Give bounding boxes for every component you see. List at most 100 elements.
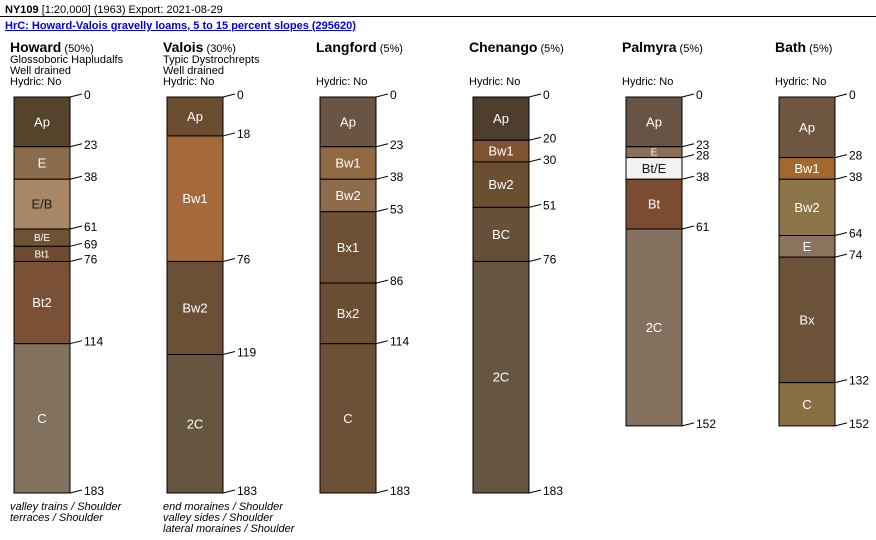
depth-tick-line: [222, 257, 236, 262]
depth-tick-label: 64: [849, 226, 863, 240]
depth-tick-label: 183: [390, 484, 410, 498]
depth-tick-label: 38: [696, 170, 710, 184]
depth-tick-line: [222, 132, 236, 137]
horizon-c: [319, 343, 377, 494]
horizon-bt: [625, 178, 683, 230]
horizon-2c: [166, 354, 224, 494]
component-title: Chenango (5%): [469, 39, 564, 55]
horizon-ap: [166, 96, 224, 137]
depth-tick-line: [69, 257, 83, 262]
depth-tick-label: 183: [237, 484, 257, 498]
depth-tick-label: 0: [696, 88, 703, 102]
depth-tick-label: 114: [390, 335, 409, 349]
depth-tick-label: 51: [543, 198, 557, 212]
component-title: Langford (5%): [316, 39, 403, 55]
drainage-label: Well drained: [163, 65, 224, 77]
depth-tick-line: [222, 351, 236, 355]
depth-tick-line: [528, 203, 542, 208]
horizon-label: C: [343, 411, 352, 426]
horizon-bw1: [319, 146, 377, 180]
depth-tick-label: 152: [696, 417, 716, 431]
horizon-label: Bw2: [488, 177, 513, 192]
depth-tick-line: [528, 93, 542, 98]
survey-code: NY109: [5, 4, 39, 16]
horizon-label: BC: [492, 227, 510, 242]
horizon-label: Bw1: [488, 144, 513, 159]
hydric-label: Hydric: No: [316, 76, 367, 88]
horizon-e: [13, 146, 71, 180]
depth-tick-label: 183: [84, 484, 104, 498]
depth-tick-line: [681, 225, 695, 230]
horizon-label: Bw1: [335, 156, 360, 171]
depth-tick-line: [222, 93, 236, 98]
depth-tick-line: [681, 93, 695, 98]
depth-tick-line: [69, 340, 83, 345]
horizon-label: Ap: [187, 109, 203, 124]
depth-tick-label: 0: [390, 88, 397, 102]
depth-tick-line: [528, 257, 542, 262]
horizon-bx: [778, 256, 836, 384]
depth-tick-line: [375, 143, 389, 148]
component-percent: (30%): [203, 43, 235, 55]
component-name: Chenango: [469, 39, 537, 55]
depth-tick-line: [375, 489, 389, 494]
horizon-label: C: [802, 397, 811, 412]
depth-tick-label: 28: [696, 149, 710, 163]
horizon-label: 2C: [187, 416, 204, 431]
horizon-2c: [625, 228, 683, 427]
depth-tick-label: 20: [543, 131, 557, 145]
horizon-ap: [472, 96, 530, 141]
depth-tick-line: [528, 158, 542, 163]
horizon-label: Ap: [493, 111, 509, 126]
depth-tick-label: 114: [84, 335, 103, 349]
horizon-bw2: [319, 178, 377, 213]
depth-tick-label: 38: [849, 170, 863, 184]
taxonomy-label: Typic Dystrochrepts: [163, 54, 260, 66]
component-percent: (50%): [61, 43, 93, 55]
horizon-label: Bx2: [337, 306, 359, 321]
depth-tick-label: 76: [543, 252, 557, 266]
horizon-label: C: [37, 411, 46, 426]
depth-tick-line: [834, 379, 848, 384]
depth-tick-line: [834, 93, 848, 98]
hydric-label: Hydric: No: [469, 76, 520, 88]
horizon-bc: [472, 206, 530, 262]
horizon-bx1: [319, 211, 377, 284]
component-percent: (5%): [676, 43, 702, 55]
depth-tick-line: [375, 208, 389, 213]
depth-tick-line: [681, 154, 695, 159]
depth-tick-line: [69, 242, 83, 247]
horizon-label: E: [803, 239, 812, 254]
hydric-label: Hydric: No: [10, 76, 61, 88]
component-name: Bath: [775, 39, 806, 55]
depth-tick-label: 61: [84, 220, 98, 234]
depth-tick-label: 0: [84, 88, 91, 102]
depth-tick-line: [528, 136, 542, 141]
depth-tick-line: [834, 232, 848, 236]
component-title: Valois (30%): [163, 39, 236, 55]
depth-tick-label: 38: [390, 170, 404, 184]
taxonomy-label: Glossoboric Hapludalfs: [10, 54, 124, 66]
horizon-label: Bt1: [34, 249, 49, 260]
depth-tick-label: 76: [237, 252, 251, 266]
horizon-label: 2C: [493, 370, 510, 385]
depth-tick-line: [69, 225, 83, 230]
depth-tick-label: 38: [84, 170, 98, 184]
horizon-ap: [13, 96, 71, 148]
depth-tick-label: 86: [390, 274, 404, 288]
depth-tick-line: [834, 253, 848, 258]
depth-tick-line: [528, 489, 542, 494]
component-percent: (5%): [377, 43, 403, 55]
horizon-bx2: [319, 282, 377, 345]
component-name: Valois: [163, 39, 204, 55]
horizon-label: Bw1: [182, 191, 207, 206]
horizon-label: Bw2: [794, 200, 819, 215]
horizon-label: E/B: [32, 197, 53, 212]
map-unit-link[interactable]: HrC: Howard-Valois gravelly loams, 5 to …: [5, 20, 356, 32]
component-name: Howard: [10, 39, 61, 55]
depth-tick-line: [834, 154, 848, 159]
component-percent: (5%): [806, 43, 832, 55]
depth-tick-label: 119: [237, 346, 256, 360]
component-percent: (5%): [537, 43, 563, 55]
depth-tick-line: [834, 422, 848, 427]
